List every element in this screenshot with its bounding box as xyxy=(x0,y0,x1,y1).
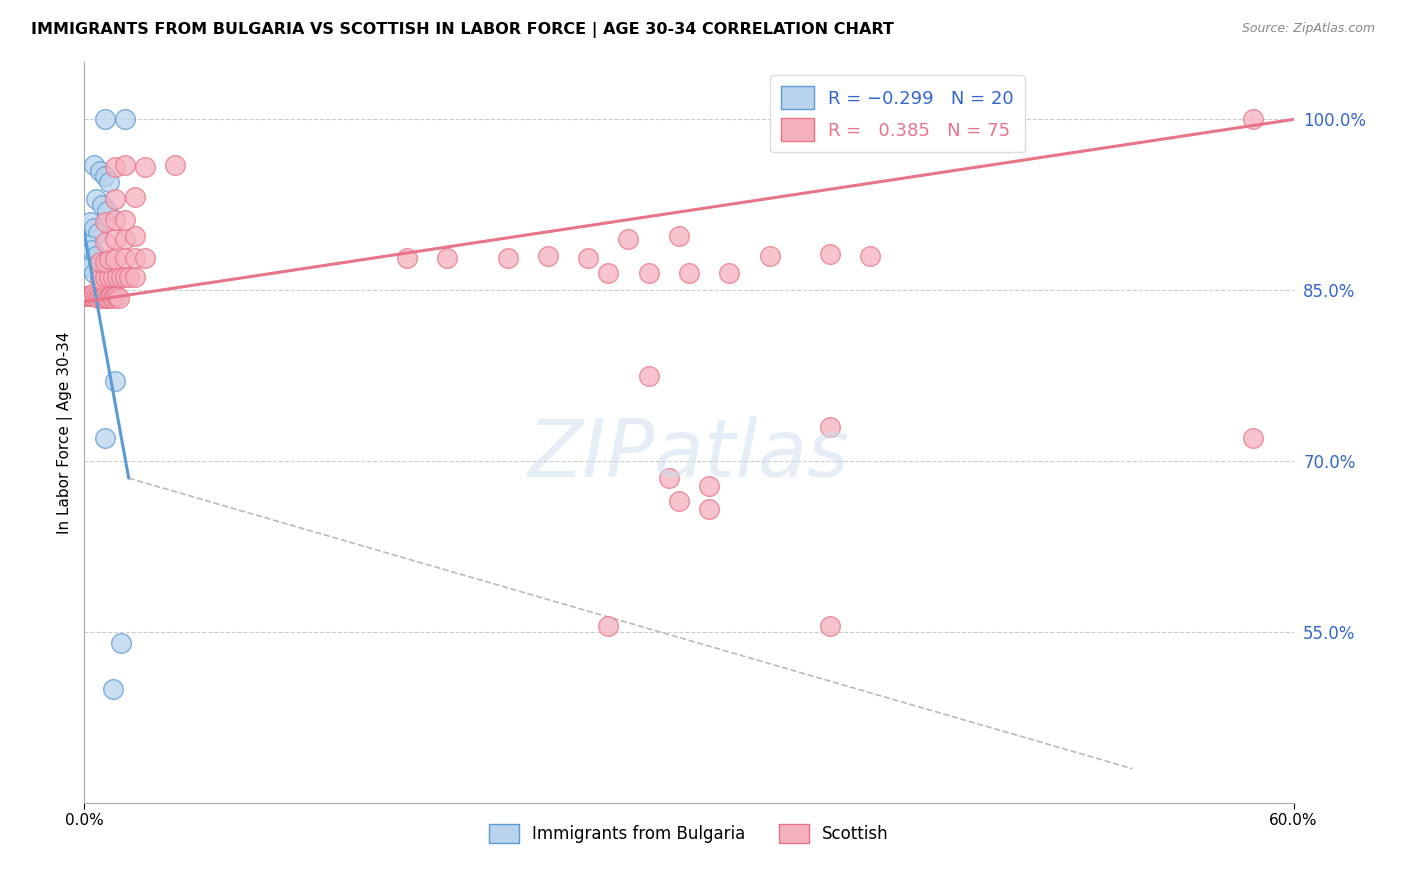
Point xyxy=(617,232,640,246)
Point xyxy=(86,289,108,303)
Point xyxy=(96,291,118,305)
Point xyxy=(859,249,882,263)
Point xyxy=(818,247,841,261)
Point xyxy=(668,228,690,243)
Point xyxy=(89,254,111,268)
Point xyxy=(134,160,156,174)
Point xyxy=(134,252,156,266)
Point xyxy=(697,479,720,493)
Point xyxy=(97,269,120,284)
Point xyxy=(93,235,115,250)
Point xyxy=(77,237,100,252)
Point xyxy=(93,289,115,303)
Point xyxy=(124,190,146,204)
Text: ZIPatlas: ZIPatlas xyxy=(527,416,851,494)
Point xyxy=(82,289,104,303)
Point xyxy=(1241,431,1264,445)
Point xyxy=(86,192,108,206)
Point xyxy=(537,249,560,263)
Point xyxy=(97,252,120,267)
Point xyxy=(114,212,136,227)
Point xyxy=(697,502,720,516)
Point xyxy=(105,289,128,303)
Point xyxy=(678,266,700,280)
Text: Source: ZipAtlas.com: Source: ZipAtlas.com xyxy=(1241,22,1375,36)
Point xyxy=(93,431,115,445)
Point xyxy=(89,272,111,286)
Point xyxy=(576,252,599,266)
Point xyxy=(1241,112,1264,127)
Point xyxy=(114,252,136,266)
Point xyxy=(118,269,141,284)
Point xyxy=(75,289,97,303)
Point xyxy=(97,291,120,305)
Point xyxy=(93,254,115,268)
Point xyxy=(87,291,110,305)
Point xyxy=(395,252,418,266)
Point xyxy=(718,266,741,280)
Point xyxy=(100,289,122,303)
Point xyxy=(79,260,101,275)
Point xyxy=(104,375,127,389)
Point xyxy=(658,471,681,485)
Point xyxy=(83,220,105,235)
Point xyxy=(637,368,659,383)
Point xyxy=(79,215,101,229)
Point xyxy=(124,228,146,243)
Point xyxy=(818,420,841,434)
Point xyxy=(165,158,187,172)
Point xyxy=(93,112,115,127)
Point xyxy=(87,227,110,241)
Point xyxy=(637,266,659,280)
Point xyxy=(598,266,620,280)
Point xyxy=(93,269,115,284)
Point xyxy=(86,249,108,263)
Point xyxy=(436,252,458,266)
Text: IMMIGRANTS FROM BULGARIA VS SCOTTISH IN LABOR FORCE | AGE 30-34 CORRELATION CHAR: IMMIGRANTS FROM BULGARIA VS SCOTTISH IN … xyxy=(31,22,894,38)
Legend: Immigrants from Bulgaria, Scottish: Immigrants from Bulgaria, Scottish xyxy=(482,817,896,850)
Point xyxy=(83,158,105,172)
Point xyxy=(114,158,136,172)
Point xyxy=(114,269,136,284)
Point xyxy=(598,619,620,633)
Point xyxy=(83,266,105,280)
Point xyxy=(114,112,136,127)
Point xyxy=(114,232,136,246)
Point xyxy=(89,289,111,303)
Point xyxy=(104,289,127,303)
Point xyxy=(105,269,128,284)
Point xyxy=(818,619,841,633)
Point xyxy=(124,269,146,284)
Point xyxy=(104,212,127,227)
Point xyxy=(104,192,127,206)
Point xyxy=(101,681,124,696)
Point xyxy=(101,269,124,284)
Point xyxy=(93,215,115,229)
Point xyxy=(104,160,127,174)
Point xyxy=(104,252,127,267)
Point xyxy=(101,291,124,305)
Point xyxy=(124,252,146,266)
Point xyxy=(110,269,132,284)
Point xyxy=(83,285,105,300)
Point xyxy=(496,252,519,266)
Point xyxy=(758,249,780,263)
Point xyxy=(82,244,104,258)
Point xyxy=(89,163,111,178)
Point xyxy=(93,169,115,184)
Point xyxy=(79,289,101,303)
Point xyxy=(668,494,690,508)
Point xyxy=(96,203,118,218)
Point xyxy=(91,198,114,212)
Point xyxy=(104,232,127,246)
Point xyxy=(107,291,129,305)
Point xyxy=(110,636,132,650)
Point xyxy=(91,291,114,305)
Point xyxy=(77,289,100,303)
Y-axis label: In Labor Force | Age 30-34: In Labor Force | Age 30-34 xyxy=(58,331,73,534)
Point xyxy=(97,175,120,189)
